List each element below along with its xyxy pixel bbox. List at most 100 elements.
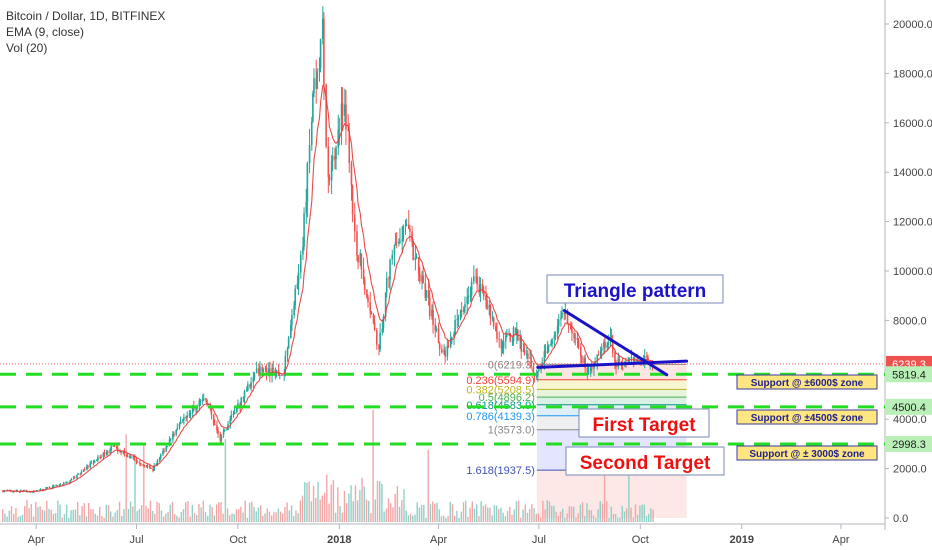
- candle-body: [26, 491, 29, 493]
- candle-body: [205, 398, 207, 401]
- volume-bar: [76, 501, 79, 522]
- volume-bar: [323, 492, 326, 522]
- volume-bar: [614, 514, 617, 522]
- candle-body: [470, 281, 473, 296]
- volume-bar: [524, 504, 526, 522]
- candle-body: [561, 312, 563, 319]
- candle-body: [646, 356, 648, 358]
- candle-body: [232, 414, 235, 416]
- candle-body: [72, 477, 75, 480]
- candle-body: [306, 163, 309, 202]
- support-6000-label: Support @ ±6000$ zone: [751, 378, 864, 389]
- candle-body: [299, 254, 302, 273]
- fib-band: [536, 364, 687, 380]
- fib-level-label: 1(3573.0): [488, 425, 535, 437]
- volume-bar: [171, 501, 174, 522]
- candle-body: [478, 284, 481, 293]
- price-tag-label: 4500.4: [892, 402, 926, 414]
- candle-body: [444, 350, 446, 357]
- candle-body: [391, 254, 394, 260]
- candle-body: [446, 345, 449, 357]
- candle-body: [334, 156, 336, 160]
- triangle-pattern-label-box: [546, 274, 724, 304]
- volume-bar: [242, 512, 244, 522]
- candle-body: [236, 407, 238, 413]
- candle-body: [506, 333, 508, 336]
- support-3000-label: Support @ ± 3000$ zone: [749, 449, 865, 460]
- candle-body: [82, 469, 85, 472]
- symbol-title[interactable]: Bitcoin / Dollar, 1D, BITFINEX: [6, 9, 166, 23]
- candle-body: [80, 471, 83, 475]
- candle-body: [185, 416, 187, 418]
- candle-body: [594, 362, 596, 364]
- candle-body: [102, 452, 105, 458]
- y-tick-label: 0.0: [893, 513, 908, 525]
- y-tick-label: 2000.0: [893, 464, 927, 476]
- volume-bar: [458, 517, 460, 522]
- volume-bar: [531, 504, 533, 522]
- volume-bar: [429, 503, 432, 522]
- candle-body: [305, 201, 308, 214]
- candle-body: [566, 310, 569, 325]
- volume-bar: [632, 517, 634, 522]
- volume-bar: [167, 512, 169, 522]
- volume-bar: [367, 500, 370, 522]
- candle-body: [109, 450, 111, 453]
- volume-bar: [577, 513, 579, 522]
- candle-body: [59, 484, 62, 486]
- volume-bar: [32, 516, 35, 522]
- volume-indicator-label[interactable]: Vol (20): [6, 41, 48, 55]
- volume-bar: [87, 503, 90, 522]
- volume-bar: [39, 506, 41, 522]
- volume-bar: [273, 512, 275, 522]
- volume-bar: [445, 517, 447, 522]
- x-tick-label: Apr: [832, 534, 849, 546]
- volume-bar: [286, 502, 288, 522]
- candle-body: [498, 338, 500, 340]
- price-tag: [886, 366, 932, 383]
- candle-body: [159, 454, 162, 458]
- volume-bar: [537, 513, 540, 522]
- candle-body: [250, 382, 252, 388]
- candle-body: [69, 480, 72, 483]
- candle-body: [485, 296, 487, 300]
- candle-body: [275, 370, 278, 377]
- candle-body: [294, 288, 297, 306]
- volume-bar: [74, 509, 77, 522]
- candle-body: [514, 327, 517, 335]
- candle-body: [449, 338, 452, 347]
- candle-body: [166, 446, 169, 448]
- volume-bar: [546, 500, 548, 522]
- volume-bar: [143, 443, 145, 522]
- volume-bar: [491, 515, 493, 522]
- candle-body: [129, 455, 131, 458]
- volume-bar: [275, 512, 277, 522]
- volume-bar: [440, 516, 443, 522]
- candle-body: [312, 93, 314, 122]
- candle-body: [417, 257, 420, 274]
- ema-indicator-label[interactable]: EMA (9, close): [6, 25, 85, 39]
- candle-body: [169, 439, 172, 441]
- candle-body: [469, 295, 472, 297]
- candle-body: [373, 322, 376, 330]
- fib-level-label: 0.236(5594.9): [466, 375, 535, 387]
- candle-body: [79, 473, 82, 475]
- candle-body: [216, 425, 218, 431]
- candle-body: [229, 419, 231, 425]
- candle-body: [116, 447, 119, 452]
- volume-bar: [326, 474, 328, 522]
- candle-body: [547, 345, 550, 347]
- candle-body: [363, 279, 366, 290]
- volume-bar: [603, 468, 606, 522]
- volume-bar: [13, 513, 15, 522]
- candle-body: [120, 451, 122, 453]
- candle-body: [432, 309, 434, 325]
- candle-body: [113, 445, 116, 447]
- candle-body: [96, 460, 98, 462]
- candle-body: [347, 128, 349, 131]
- candle-body: [511, 341, 514, 343]
- candle-body: [422, 275, 424, 284]
- candle-body: [189, 413, 192, 415]
- candle-body: [372, 314, 375, 323]
